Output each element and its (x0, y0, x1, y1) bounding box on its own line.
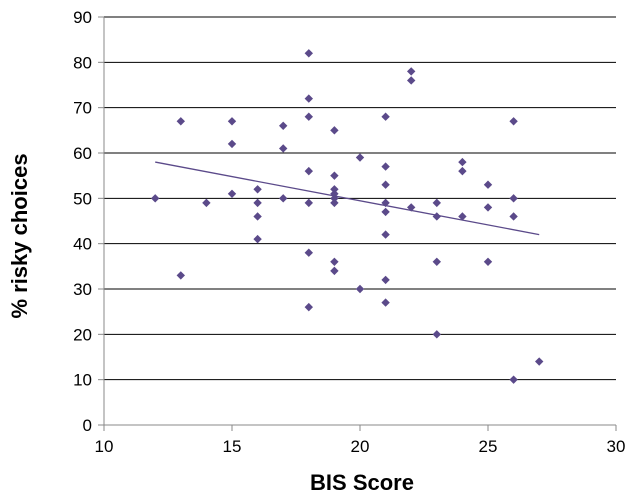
data-point-8 (253, 198, 262, 208)
y-tick-label-50: 50 (73, 189, 92, 208)
data-point-9 (253, 212, 262, 221)
data-point-52 (509, 117, 518, 126)
data-point-22 (330, 171, 339, 180)
trendline (155, 161, 540, 236)
data-point-13 (279, 194, 288, 203)
data-point-19 (304, 248, 313, 257)
data-point-6 (227, 189, 237, 198)
axes (98, 16, 617, 431)
data-point-3 (202, 198, 211, 208)
x-tick-label-25: 25 (479, 437, 498, 456)
data-point-5 (227, 139, 237, 149)
data-point-27 (330, 257, 339, 266)
grid (104, 16, 616, 381)
data-point-56 (535, 357, 544, 366)
trendline-layer (155, 161, 540, 236)
data-point-11 (279, 121, 288, 130)
data-point-43 (432, 212, 441, 221)
y-axis-title: % risky choices (7, 153, 32, 318)
data-point-24 (330, 189, 339, 198)
y-tick-label-0: 0 (83, 416, 92, 435)
data-point-36 (381, 230, 390, 239)
y-tick-label-10: 10 (73, 371, 92, 390)
data-point-25 (330, 194, 339, 203)
data-point-17 (304, 166, 313, 176)
data-point-51 (483, 257, 493, 266)
y-tick-label-40: 40 (73, 235, 92, 254)
data-points (151, 49, 544, 384)
x-tick-label-15: 15 (223, 437, 242, 456)
data-point-28 (330, 266, 339, 276)
data-point-21 (330, 126, 339, 135)
data-point-26 (330, 198, 339, 208)
data-point-2 (176, 271, 185, 280)
y-tick-label-30: 30 (73, 280, 92, 299)
y-tick-label-70: 70 (73, 99, 92, 118)
data-point-31 (381, 112, 390, 121)
data-point-23 (330, 185, 339, 194)
y-tick-label-60: 60 (73, 144, 92, 163)
x-tick-label-30: 30 (607, 437, 626, 456)
data-point-45 (432, 330, 441, 339)
y-tick-label-80: 80 (73, 53, 92, 72)
data-point-14 (304, 49, 313, 58)
data-point-46 (458, 157, 467, 167)
x-tick-label-10: 10 (95, 437, 114, 456)
data-point-4 (227, 117, 237, 126)
data-point-44 (432, 257, 441, 266)
data-point-39 (407, 67, 416, 76)
data-point-50 (483, 203, 493, 212)
data-point-54 (509, 212, 518, 221)
data-point-55 (509, 375, 518, 384)
data-point-47 (458, 166, 467, 176)
data-point-33 (381, 180, 390, 189)
data-point-37 (381, 275, 390, 285)
data-point-1 (176, 117, 185, 126)
data-point-42 (432, 198, 441, 208)
data-point-29 (355, 153, 365, 162)
data-point-49 (483, 180, 493, 189)
data-point-34 (381, 198, 390, 208)
data-point-30 (355, 284, 365, 294)
x-tick-label-20: 20 (351, 437, 370, 456)
data-point-53 (509, 194, 518, 203)
data-point-20 (304, 302, 313, 312)
data-point-48 (458, 212, 467, 221)
data-point-12 (279, 144, 288, 153)
data-point-10 (253, 234, 262, 244)
data-point-41 (407, 203, 416, 212)
y-tick-label-20: 20 (73, 325, 92, 344)
data-point-16 (304, 112, 313, 121)
data-point-40 (407, 76, 416, 85)
data-point-7 (253, 185, 262, 194)
x-axis-title: BIS Score (310, 470, 414, 495)
data-point-32 (381, 162, 390, 171)
data-point-38 (381, 298, 390, 307)
data-point-15 (304, 94, 313, 103)
data-point-35 (381, 207, 390, 217)
y-tick-label-90: 90 (73, 8, 92, 27)
data-point-18 (304, 198, 313, 208)
data-point-0 (151, 194, 160, 203)
